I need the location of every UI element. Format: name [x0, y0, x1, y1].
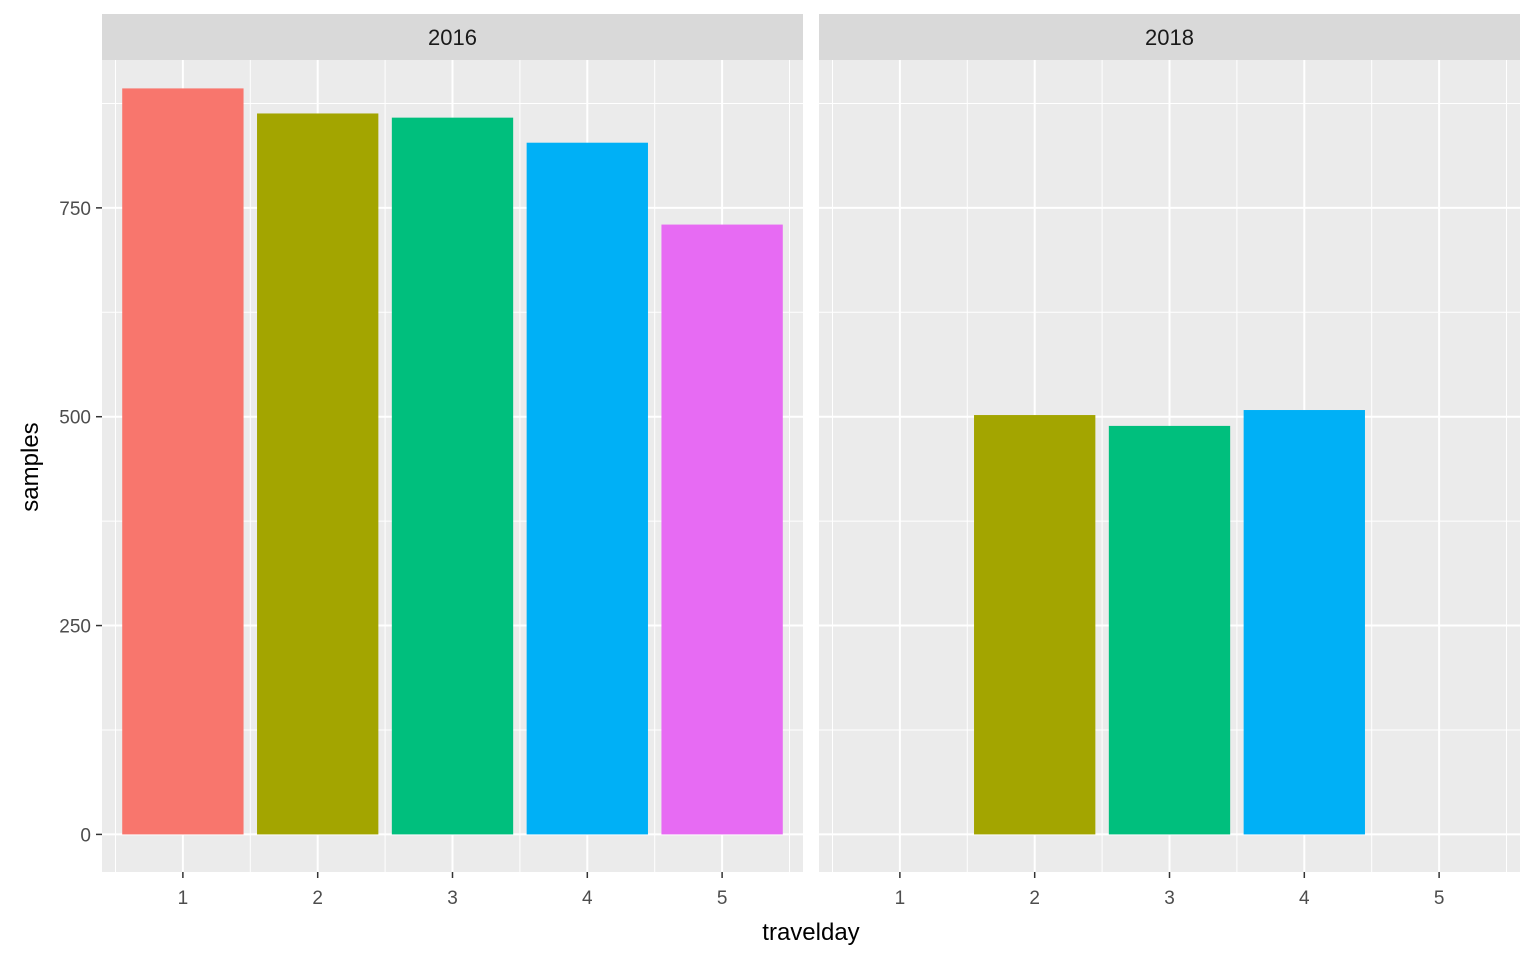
x-tick-label: 5	[1434, 888, 1445, 909]
facet-strip	[819, 14, 1520, 60]
y-tick-label: 750	[59, 199, 91, 220]
x-tick-label: 2	[312, 888, 323, 909]
x-axis-title: travelday	[762, 919, 859, 946]
y-tick-label: 250	[59, 617, 91, 638]
y-tick-label: 0	[80, 825, 91, 846]
y-axis: 0 250 500 750	[59, 199, 102, 846]
x-tick-label: 1	[895, 888, 906, 909]
facet-panels: 2016 1 2 3 4 5 2018 1 2 3 4 5	[102, 14, 1520, 909]
x-tick-label: 1	[178, 888, 189, 909]
bar-2016-day-4	[526, 142, 648, 835]
bar-2018-day-4	[1243, 410, 1365, 835]
bar-2016-day-5	[661, 224, 783, 835]
facet-strip	[102, 14, 803, 60]
facet-panel-2018: 2018 1 2 3 4 5	[819, 14, 1520, 909]
bar-2018-day-2	[974, 415, 1096, 835]
x-tick-label: 5	[717, 888, 728, 909]
y-tick-label: 500	[59, 408, 91, 429]
facet-strip-label: 2016	[428, 25, 477, 50]
facet-strip-label: 2018	[1145, 25, 1194, 50]
y-axis-title: samples	[17, 422, 44, 511]
x-tick-label: 3	[1164, 888, 1175, 909]
x-tick-label: 4	[582, 888, 593, 909]
bar-2016-day-2	[257, 113, 379, 835]
bar-2016-day-3	[391, 117, 514, 835]
facet-panel-2016: 2016 1 2 3 4 5	[102, 14, 803, 909]
x-tick-label: 3	[447, 888, 458, 909]
bar-2018-day-3	[1108, 425, 1231, 835]
bar-2016-day-1	[122, 88, 244, 835]
x-tick-label: 2	[1029, 888, 1040, 909]
x-tick-label: 4	[1299, 888, 1310, 909]
